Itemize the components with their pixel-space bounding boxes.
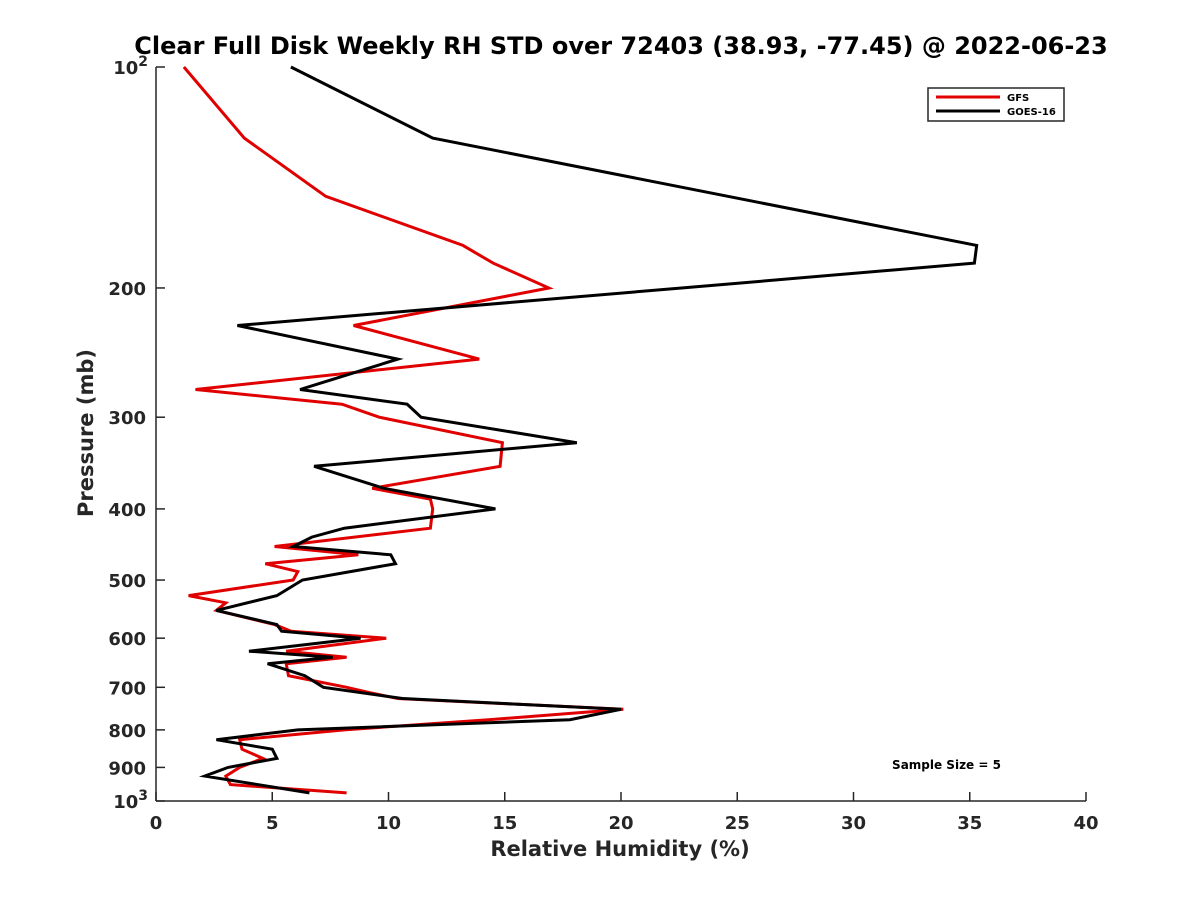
sample-size-annotation: Sample Size = 5	[892, 758, 1001, 772]
x-tick-label: 20	[608, 813, 633, 834]
y-tick-label: 500	[108, 571, 146, 592]
data-series	[182, 65, 979, 795]
y-tick-label: 103	[113, 788, 148, 813]
y-tick-label: 300	[108, 408, 146, 429]
x-tick-label: 30	[841, 813, 866, 834]
x-tick-label: 40	[1073, 813, 1098, 834]
legend-label-goes-16: GOES-16	[1007, 107, 1056, 118]
x-tick-label: 10	[376, 813, 401, 834]
y-axis-label: Pressure (mb)	[74, 349, 98, 517]
y-tick-label: 400	[108, 500, 146, 521]
series-line-gfs	[182, 66, 624, 795]
y-tick-label: 102	[113, 54, 148, 79]
x-tick-label: 0	[150, 813, 163, 834]
x-tick-label: 25	[725, 813, 750, 834]
y-tick-label: 800	[108, 721, 146, 742]
y-tick-label: 200	[108, 279, 146, 300]
x-tick-label: 15	[492, 813, 517, 834]
x-tick-label: 35	[957, 813, 982, 834]
annotations: Sample Size = 5	[892, 758, 1001, 772]
plot-area	[155, 67, 1086, 802]
y-axis-ticks: 102 200 300 400 500 600 700 800 900 103	[108, 54, 165, 813]
x-tick-label: 5	[266, 813, 279, 834]
chart-title: Clear Full Disk Weekly RH STD over 72403…	[134, 32, 1107, 60]
x-axis-ticks: 0 5 10 15 20 25 30 35 40	[150, 792, 1099, 834]
legend-label-gfs: GFS	[1007, 93, 1029, 104]
y-tick-label: 700	[108, 678, 146, 699]
series-line-goes-16	[198, 65, 979, 795]
y-tick-label: 600	[108, 629, 146, 650]
x-axis-label: Relative Humidity (%)	[490, 837, 749, 861]
legend: GFS GOES-16	[927, 87, 1065, 122]
legend-box	[927, 87, 1065, 122]
y-tick-label: 900	[108, 758, 146, 779]
